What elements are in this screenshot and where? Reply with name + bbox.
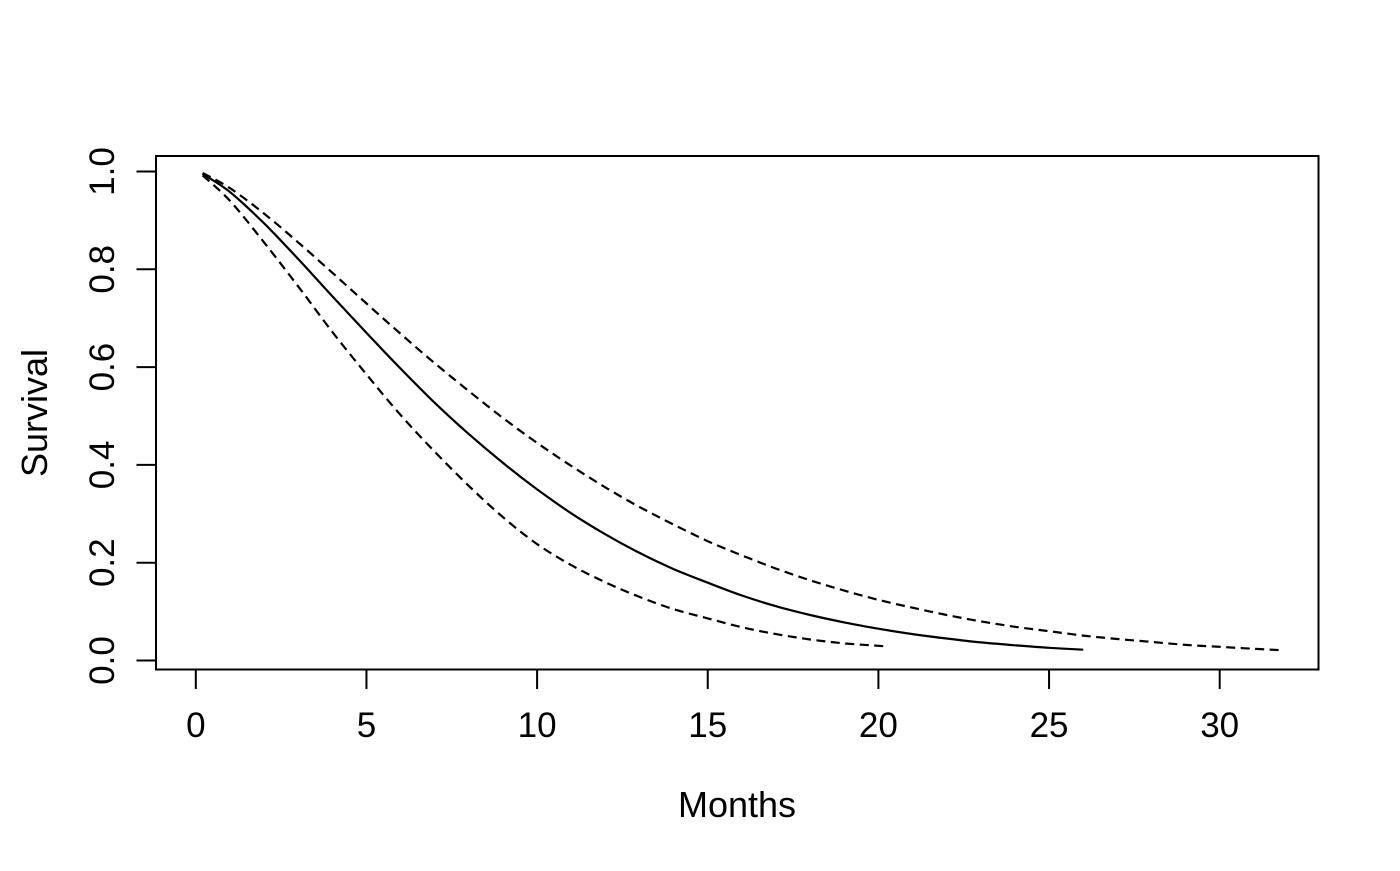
x-axis-title: Months <box>678 784 796 825</box>
x-tick-label: 20 <box>859 706 898 745</box>
y-tick-label: 0.4 <box>83 441 122 490</box>
lower-confidence-bound-curve <box>201 174 889 648</box>
curves <box>201 172 1282 652</box>
x-tick-label: 15 <box>688 706 727 745</box>
plot-box <box>155 155 1320 671</box>
y-tick-label: 0.8 <box>83 245 122 294</box>
y-tick-label: 0.2 <box>83 538 122 587</box>
x-tick-label: 0 <box>186 706 205 745</box>
y-tick-label: 1.0 <box>83 147 122 196</box>
y-tick-label: 0.6 <box>83 343 122 392</box>
x-tick-label: 5 <box>357 706 376 745</box>
upper-confidence-bound-curve <box>202 172 1282 652</box>
x-axis: 0 5 10 15 20 25 30 <box>186 669 1239 745</box>
survival-estimate-curve <box>201 172 1084 651</box>
y-axis: 0.0 0.2 0.4 0.6 0.8 1.0 <box>83 147 156 685</box>
x-tick-label: 30 <box>1200 706 1239 745</box>
x-tick-label: 25 <box>1030 706 1069 745</box>
y-tick-label: 0.0 <box>83 636 122 685</box>
x-tick-label: 10 <box>518 706 557 745</box>
y-axis-title: Survival <box>14 349 55 477</box>
